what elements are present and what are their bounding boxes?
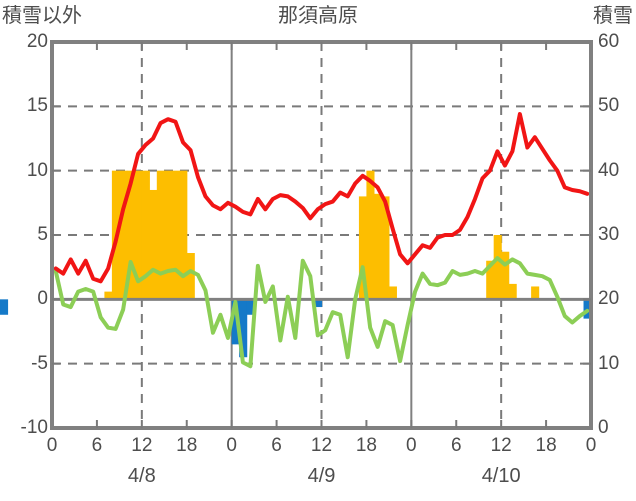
bar-precipitation <box>366 170 375 300</box>
red-line-series <box>53 112 590 284</box>
bar-snow-depth-change <box>239 299 248 358</box>
bar-precipitation <box>531 286 540 300</box>
bar-precipitation <box>171 170 180 300</box>
left-axis-tick: 0 <box>37 288 48 310</box>
x-axis-tick: 12 <box>310 435 333 456</box>
x-axis-tick: 18 <box>535 435 557 456</box>
bar-precipitation <box>381 196 390 300</box>
right-axis-tick: 10 <box>598 352 620 374</box>
bar-precipitation <box>486 260 495 300</box>
x-axis-tick: 6 <box>91 435 103 456</box>
left-axis-tick: 5 <box>37 224 48 245</box>
left-axis-tick: -5 <box>31 352 48 374</box>
left-axis-tick: 20 <box>26 31 48 52</box>
left-axis-tick: -10 <box>20 417 48 438</box>
page-title: 那須高原 <box>278 5 358 27</box>
x-axis-tick: 0 <box>406 435 417 456</box>
left-axis-tick: 10 <box>26 159 48 181</box>
bar-precipitation <box>119 170 128 300</box>
right-axis-title: 積雪 <box>593 5 633 27</box>
x-axis-day-label: 4/10 <box>481 465 521 487</box>
left-axis-title: 積雪以外 <box>2 5 82 27</box>
x-axis-tick: 12 <box>131 435 153 456</box>
bar-precipitation <box>493 235 502 300</box>
x-axis-tick: 18 <box>176 435 198 456</box>
bar-snow-depth-change <box>314 299 323 308</box>
bar-precipitation <box>104 291 113 300</box>
right-axis-tick: 30 <box>598 224 620 245</box>
bar-precipitation <box>388 286 397 300</box>
x-axis-tick: 6 <box>271 435 282 456</box>
right-axis-tick: 40 <box>598 159 620 181</box>
bar-series <box>0 170 592 358</box>
bar-precipitation <box>164 170 173 300</box>
bar-precipitation <box>156 170 165 300</box>
x-axis-tick: 0 <box>585 435 597 456</box>
bar-precipitation <box>179 170 188 300</box>
x-axis-tick: 6 <box>450 435 462 456</box>
bar-precipitation <box>501 251 510 300</box>
right-axis-tick: 0 <box>598 417 609 438</box>
bar-snow-depth-change <box>231 299 240 345</box>
x-axis-tick: 12 <box>490 435 512 456</box>
bar-precipitation <box>186 253 195 300</box>
bar-precipitation <box>149 189 158 300</box>
green-line-series <box>53 256 590 369</box>
x-axis-tick: 0 <box>46 435 58 456</box>
left-axis-tick: 15 <box>26 95 48 117</box>
bar-precipitation <box>508 283 517 300</box>
bar-precipitation <box>373 193 382 300</box>
bar-snow-depth-change <box>0 299 9 315</box>
right-axis-tick: 50 <box>598 95 620 117</box>
x-axis-tick: 18 <box>355 435 377 456</box>
x-axis-day-label: 4/9 <box>307 465 336 487</box>
bar-snow-depth-change <box>246 299 255 315</box>
x-axis-tick: 0 <box>226 435 237 456</box>
bar-precipitation <box>141 170 150 300</box>
right-axis-tick: 20 <box>598 288 620 310</box>
bar-precipitation <box>134 170 143 300</box>
bar-precipitation <box>358 196 368 300</box>
bar-precipitation <box>126 170 135 300</box>
right-axis-tick: 60 <box>598 31 620 52</box>
x-axis-day-label: 4/8 <box>127 465 156 487</box>
